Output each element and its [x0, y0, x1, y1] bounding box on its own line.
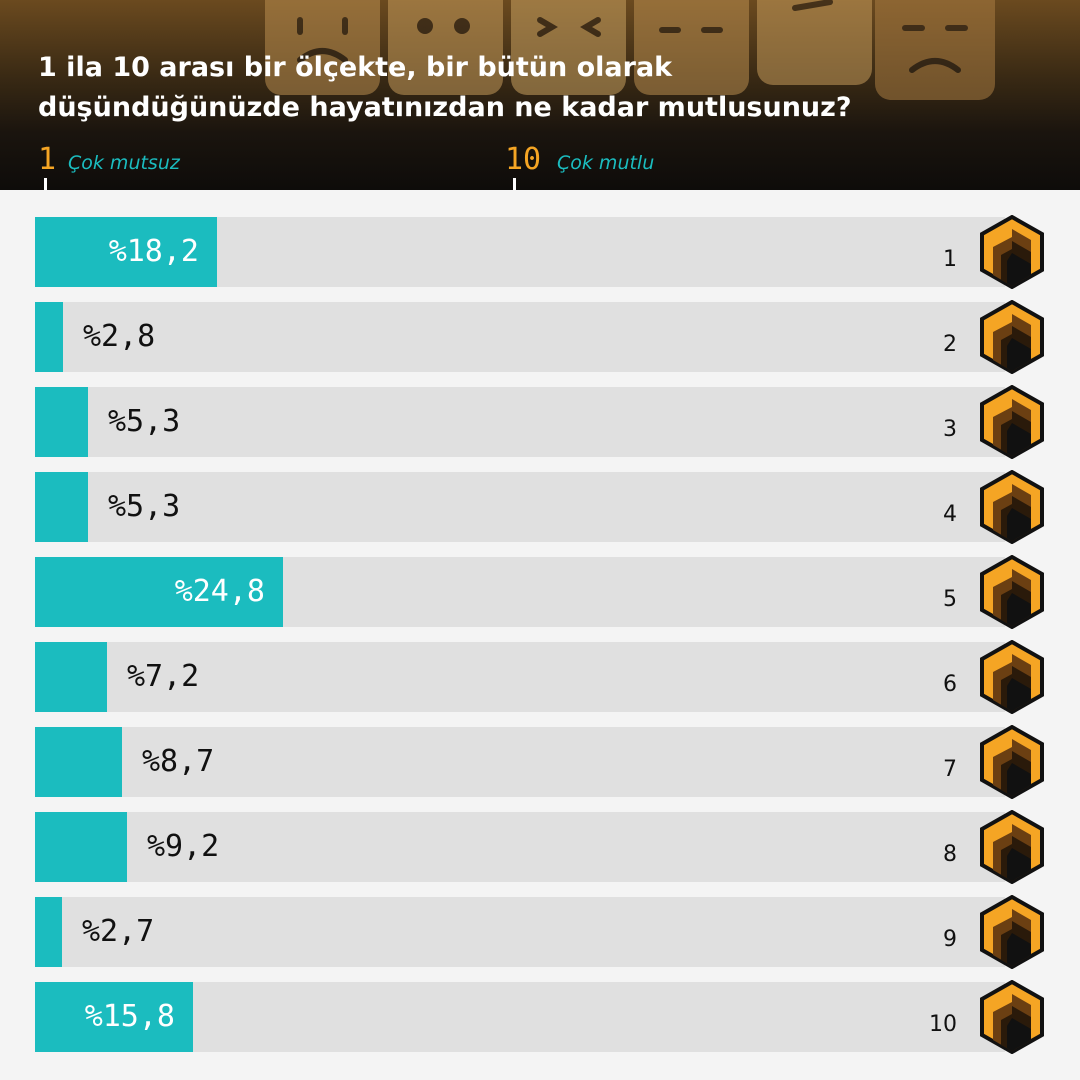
scale-low-label: Çok mutsuz — [68, 152, 180, 174]
data-label: %15,8 — [84, 999, 175, 1034]
bar — [35, 812, 127, 882]
data-label: %5,3 — [108, 489, 181, 524]
hexagon-badge-icon — [980, 555, 1044, 629]
category-label: 10 — [929, 1012, 957, 1037]
hexagon-badge-icon — [980, 810, 1044, 884]
scale-high-label: Çok mutlu — [557, 152, 655, 174]
bar-track — [35, 812, 1005, 882]
hexagon-badge-icon — [980, 215, 1044, 289]
category-label: 9 — [943, 927, 957, 952]
bar — [35, 557, 283, 627]
data-label: %5,3 — [108, 404, 181, 439]
bar — [35, 472, 88, 542]
category-label: 4 — [943, 502, 957, 527]
category-label: 6 — [943, 672, 957, 697]
bar-row: %24,8 5 — [35, 555, 1044, 629]
category-label: 1 — [943, 247, 957, 272]
category-label: 2 — [943, 332, 957, 357]
bar-row: %2,7 9 — [35, 895, 1044, 969]
scale-low-tick — [44, 178, 47, 190]
bar — [35, 302, 63, 372]
category-label: 3 — [943, 417, 957, 442]
bar — [35, 387, 88, 457]
bar-row: %8,7 7 — [35, 725, 1044, 799]
bar-row: %7,2 6 — [35, 640, 1044, 714]
bar — [35, 727, 122, 797]
data-label: %2,7 — [82, 914, 155, 949]
hexagon-badge-icon — [980, 385, 1044, 459]
bar-track — [35, 642, 1005, 712]
hexagon-badge-icon — [980, 640, 1044, 714]
header: 1 ila 10 arası bir ölçekte, bir bütün ol… — [0, 0, 1080, 190]
scale-high-number: 10 — [505, 142, 542, 177]
data-label: %18,2 — [108, 234, 199, 269]
bar-row: %5,3 4 — [35, 470, 1044, 544]
chart-title: 1 ila 10 arası bir ölçekte, bir bütün ol… — [38, 52, 852, 123]
bar-row: %18,2 1 — [35, 215, 1044, 289]
bar-row: %15,8 10 — [35, 980, 1044, 1054]
hexagon-badge-icon — [980, 470, 1044, 544]
bar-track — [35, 897, 1005, 967]
bar — [35, 897, 62, 967]
hexagon-badge-icon — [980, 895, 1044, 969]
data-label: %2,8 — [83, 319, 156, 354]
bar-track — [35, 472, 1005, 542]
bar-row: %2,8 2 — [35, 300, 1044, 374]
data-label: %8,7 — [142, 744, 215, 779]
bar-row: %5,3 3 — [35, 385, 1044, 459]
category-label: 7 — [943, 757, 957, 782]
bar-track — [35, 387, 1005, 457]
bar-row: %9,2 8 — [35, 810, 1044, 884]
bar-track — [35, 727, 1005, 797]
data-label: %7,2 — [127, 659, 200, 694]
emoji-dice-background — [265, 0, 995, 100]
bar-track — [35, 982, 1005, 1052]
hexagon-badge-icon — [980, 725, 1044, 799]
bar-chart: %18,2 1 %2,8 2 %5,3 3 %5,3 4 %24,8 5 %7,2 6 %8,7 7 %9,… — [0, 190, 1080, 1080]
bar-track — [35, 302, 1005, 372]
category-label: 8 — [943, 842, 957, 867]
bar — [35, 642, 107, 712]
bar — [35, 217, 217, 287]
data-label: %9,2 — [147, 829, 220, 864]
data-label: %24,8 — [174, 574, 265, 609]
hexagon-badge-icon — [980, 300, 1044, 374]
scale-low-number: 1 — [38, 142, 57, 177]
scale-high-tick — [513, 178, 516, 190]
category-label: 5 — [943, 587, 957, 612]
bar — [35, 982, 193, 1052]
hexagon-badge-icon — [980, 980, 1044, 1054]
